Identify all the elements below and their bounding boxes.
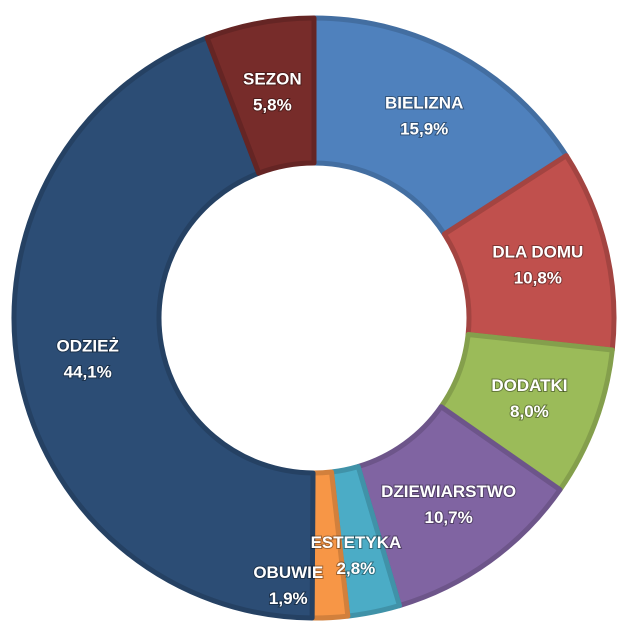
slice-label: DLA DOMU — [492, 242, 583, 261]
slice-value: 44,1% — [64, 362, 112, 381]
slice-value: 8,0% — [510, 402, 549, 421]
slice-label: SEZON — [243, 69, 302, 88]
slice — [204, 15, 317, 176]
slice — [311, 15, 569, 237]
slice-label: OBUWIE — [253, 563, 323, 582]
slice-value: 10,8% — [514, 268, 562, 287]
slice-label: DODATKI — [491, 376, 567, 395]
slice-value: 2,8% — [337, 559, 376, 578]
slice-label: BIELIZNA — [385, 94, 463, 113]
slice-value: 1,9% — [269, 589, 308, 608]
slice-value: 15,9% — [400, 120, 448, 139]
slice-label: DZIEWIARSTWO — [381, 482, 516, 501]
slice-label: ODZIEŻ — [57, 336, 119, 355]
slice — [11, 35, 316, 621]
slice-value: 5,8% — [253, 95, 292, 114]
slice-value: 10,7% — [425, 508, 473, 527]
slice-label: ESTETYKA — [311, 533, 402, 552]
